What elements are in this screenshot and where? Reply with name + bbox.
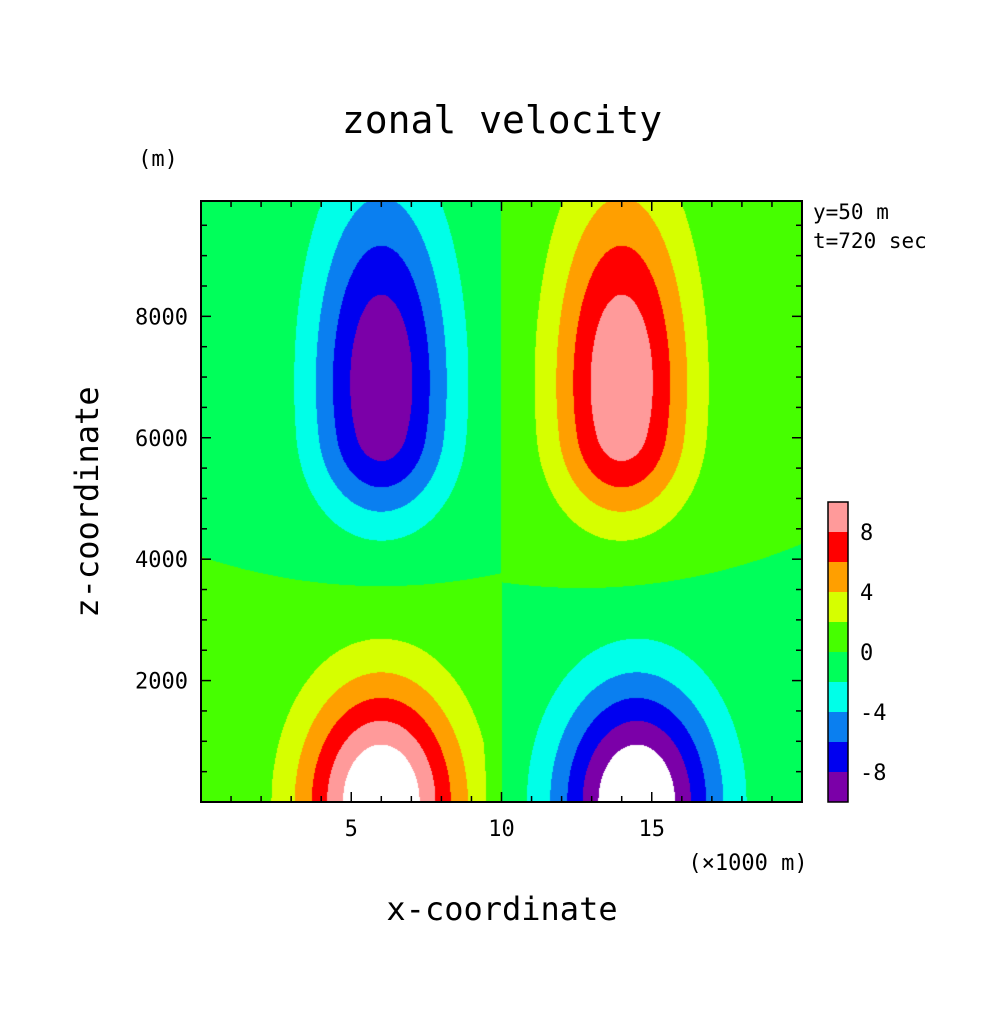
colorbar-swatch	[828, 502, 848, 532]
annotation-t: t=720 sec	[813, 229, 927, 253]
colorbar-tick-labels: 8 4 0 -4 -8	[860, 521, 887, 786]
x-tick-label: 10	[488, 817, 515, 842]
colorbar-swatch	[828, 532, 848, 562]
contour-fill	[201, 201, 802, 802]
colorbar	[827, 501, 849, 803]
y-tick-label: 2000	[135, 670, 188, 695]
colorbar-swatch	[828, 682, 848, 712]
x-axis-ticks	[230, 201, 773, 802]
y-tick-label: 8000	[135, 305, 188, 330]
y-axis-ticks	[201, 224, 802, 773]
x-axis-tick-labels: 5 10 15	[345, 817, 665, 842]
y-tick-label: 4000	[135, 548, 188, 573]
y-axis-label: z-coordinate	[68, 386, 106, 617]
colorbar-swatch	[828, 652, 848, 682]
chart-title: zonal velocity	[342, 98, 662, 142]
colorbar-swatch	[828, 742, 848, 772]
colorbar-swatch	[828, 562, 848, 592]
colorbar-tick-label: 0	[860, 641, 873, 666]
y-axis-unit: (m)	[138, 147, 178, 172]
colorbar-tick-label: 4	[860, 581, 873, 606]
colorbar-frame	[827, 501, 849, 803]
y-axis-tick-labels: 2000 4000 6000 8000	[135, 305, 188, 694]
x-axis-unit: (×1000 m)	[688, 851, 807, 876]
colorbar-swatch	[828, 622, 848, 652]
colorbar-tick-label: -8	[860, 761, 887, 786]
colorbar-tick-label: -4	[860, 701, 887, 726]
colorbar-swatch	[828, 772, 848, 802]
x-tick-label: 5	[345, 817, 358, 842]
x-tick-label: 15	[639, 817, 666, 842]
annotation-y: y=50 m	[813, 200, 889, 224]
colorbar-tick-label: 8	[860, 521, 873, 546]
colorbar-swatch	[828, 592, 848, 622]
x-axis-label: x-coordinate	[386, 890, 617, 928]
contour-plot-area	[201, 201, 802, 802]
y-tick-label: 6000	[135, 427, 188, 452]
colorbar-swatch	[828, 712, 848, 742]
